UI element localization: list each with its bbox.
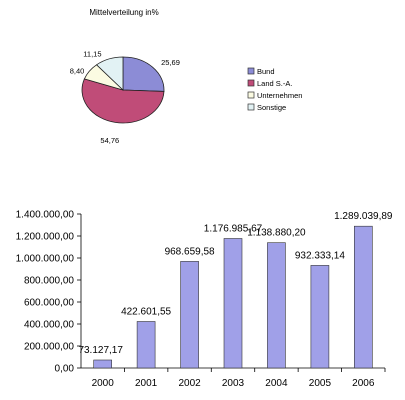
- bar-2001: [136, 321, 156, 369]
- legend-label: Unternehmen: [257, 91, 302, 100]
- pie-title: Mittelverteilung in%: [89, 8, 158, 17]
- pie-value-label: 8,40: [70, 66, 85, 75]
- x-tick-label: 2002: [178, 378, 201, 389]
- y-tick-label: 600.000,00: [24, 298, 74, 309]
- bar-2000: [93, 359, 112, 369]
- bar-chart: 0,00 200.000,00 400.000,00 600.000,00 800.00…: [16, 210, 393, 390]
- x-tick-label: 2000: [92, 378, 115, 389]
- pie-legend: Bund Land S.-A. Unternehmen Sonstige: [247, 67, 302, 112]
- pie-slice-bund: [122, 56, 165, 92]
- x-tick-label: 2004: [265, 378, 288, 389]
- bar-value-label: 73.127,17: [78, 345, 123, 356]
- bar-2004: [267, 242, 286, 369]
- pie-value-label: 54,76: [100, 136, 119, 145]
- bar-2002: [180, 261, 199, 369]
- bar-value-label: 1.176.985,67: [204, 224, 263, 235]
- pie-slice-sonstige: [95, 56, 124, 91]
- x-tick-label: 2001: [135, 378, 158, 389]
- legend-swatch: [247, 79, 255, 87]
- y-tick-label: 1.200.000,00: [16, 232, 75, 243]
- legend-swatch: [247, 67, 255, 75]
- pie-chart: 25,69 54,76 8,40 11,15: [70, 50, 180, 145]
- legend-label: Sonstige: [257, 103, 286, 112]
- pie-value-label: 11,15: [83, 50, 101, 59]
- x-tick-label: 2006: [352, 378, 375, 389]
- y-tick-label: 0,00: [55, 364, 75, 375]
- y-tick-label: 200.000,00: [24, 342, 74, 353]
- pie-slice-land-s-a: [81, 78, 165, 124]
- bar-value-label: 932.333,14: [295, 250, 345, 261]
- bar-value-label: 422.601,55: [121, 307, 171, 318]
- y-tick-label: 1.000.000,00: [16, 254, 75, 265]
- legend-swatch: [247, 91, 255, 99]
- bar-2003: [223, 238, 243, 369]
- pie-value-label: 25,69: [161, 58, 180, 67]
- y-tick-label: 400.000,00: [24, 320, 74, 331]
- bar-value-label: 1.138.880,20: [247, 228, 306, 239]
- y-tick-label: 1.400.000,00: [16, 210, 75, 221]
- y-tick-label: 800.000,00: [24, 276, 74, 287]
- bar-value-label: 968.659,58: [165, 246, 215, 257]
- x-tick-label: 2003: [222, 378, 245, 389]
- x-tick-label: 2005: [309, 378, 332, 389]
- bar-value-label: 1.289.039,89: [334, 211, 393, 222]
- legend-label: Bund: [257, 67, 275, 76]
- bar-2006: [353, 225, 373, 369]
- legend-label: Land S.-A.: [257, 79, 292, 88]
- legend-swatch: [247, 103, 255, 111]
- bar-2005: [310, 265, 330, 369]
